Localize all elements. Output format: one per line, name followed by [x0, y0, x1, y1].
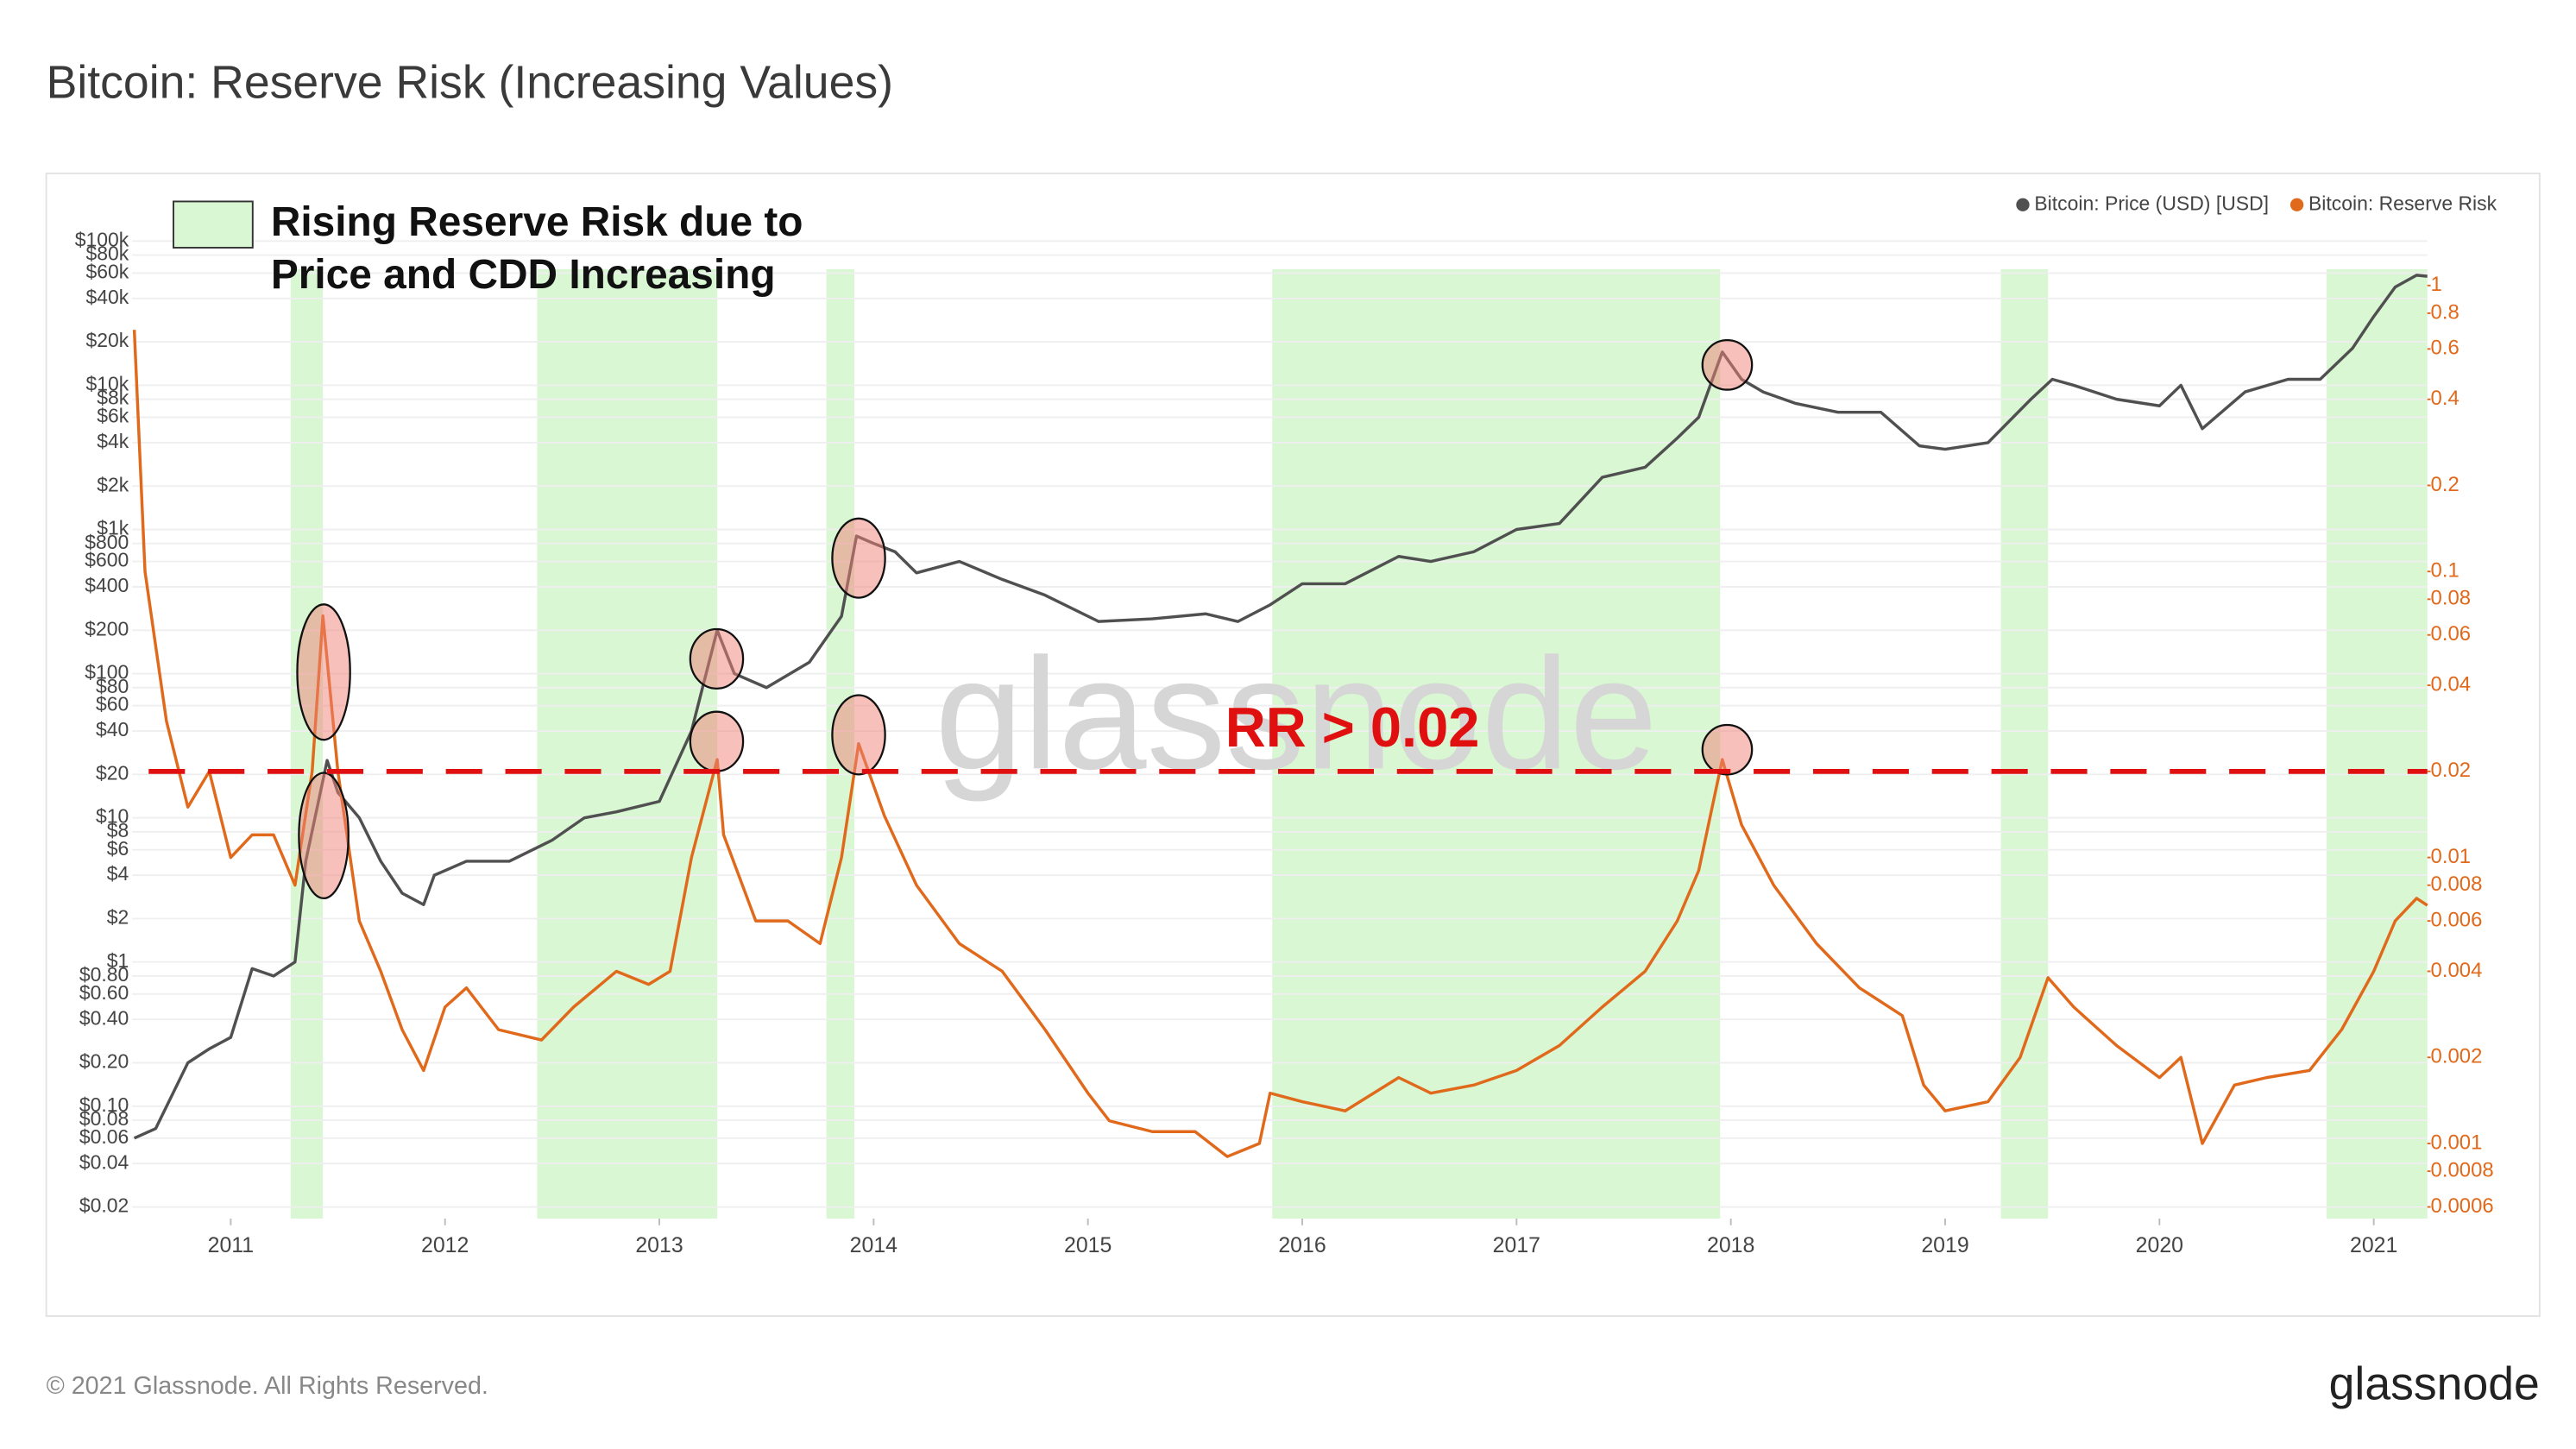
y-tick-label: $10	[96, 805, 129, 828]
y-tick-label: $600	[85, 549, 129, 571]
y-tick-label: $0.60	[79, 981, 129, 1004]
y-tick-label: $60k	[86, 260, 129, 282]
y2-tick-label: 0.8	[2431, 300, 2459, 324]
y-tick-label: $0.04	[79, 1150, 129, 1173]
y-tick-label: $4	[107, 862, 129, 885]
x-tick-label: 2016	[1278, 1233, 1326, 1257]
highlight	[1701, 723, 1754, 776]
footer: © 2021 Glassnode. All Rights Reserved.	[47, 1372, 488, 1400]
shaded-region	[290, 268, 324, 1219]
y2-tick-label: 0.08	[2431, 587, 2472, 610]
annotation-swatch	[173, 200, 254, 249]
legend-label: Bitcoin: Price (USD) [USD]	[2034, 192, 2269, 214]
y-tick-label: $6	[107, 837, 129, 860]
x-tick-label: 2014	[850, 1233, 898, 1257]
highlight	[298, 772, 350, 900]
y2-tick-label: 0.0006	[2431, 1194, 2494, 1218]
highlight	[1701, 339, 1754, 391]
y-tick-label: $20k	[86, 329, 129, 351]
highlights	[296, 339, 1754, 900]
y2-tick-label: 0.02	[2431, 759, 2472, 782]
highlight	[689, 627, 745, 690]
series-line	[133, 274, 2428, 1140]
y2-tick-label: 0.6	[2431, 337, 2459, 360]
y2-tick-label: 0.4	[2431, 387, 2459, 410]
y2-tick-label: 0.002	[2431, 1045, 2483, 1068]
axes: $0.02 $0.04$0.06$0.08$0.10 $0.20 $0.40$0.60…	[75, 228, 2494, 1257]
y2-tick-label: 0.01	[2431, 845, 2472, 868]
threshold: RR > 0.02	[148, 696, 2428, 774]
y-tick-label: $8k	[97, 387, 129, 409]
grid	[132, 240, 2428, 1208]
y2-tick-label: 0.0008	[2431, 1158, 2494, 1181]
chart-frame	[45, 172, 2541, 1317]
y-tick-label: $0.08	[79, 1107, 129, 1130]
y-tick-label: $0.10	[79, 1093, 129, 1116]
y-tick-label: $40k	[86, 286, 129, 308]
y-tick-label: $20	[96, 761, 129, 784]
y-tick-label: $100k	[75, 228, 129, 250]
series-line	[132, 330, 2428, 1158]
x-tick-label: 2012	[421, 1233, 469, 1257]
y-tick-label: $2	[107, 905, 129, 928]
y2-tick-label: 0.004	[2431, 959, 2483, 982]
y-tick-label: $1	[107, 949, 129, 972]
y-tick-label: $1k	[97, 517, 129, 539]
x-tick-label: 2011	[208, 1233, 254, 1257]
y-tick-label: $4k	[97, 430, 129, 452]
chart-title: Bitcoin: Reserve Risk (Increasing Values…	[47, 58, 893, 109]
annotation: Price and CDD Increasing	[271, 252, 776, 298]
shaded-region	[2000, 268, 2049, 1219]
x-tick-label: 2019	[1921, 1233, 1968, 1257]
y-tick-label: $10k	[86, 372, 129, 394]
y-tick-label: $0.40	[79, 1006, 129, 1029]
y-tick-label: $80	[96, 675, 129, 697]
x-tick-label: 2018	[1707, 1233, 1754, 1257]
y-tick-label: $200	[85, 617, 129, 639]
y-tick-label: $0.06	[79, 1125, 129, 1148]
highlight	[689, 710, 745, 772]
y2-tick-label: 0.006	[2431, 908, 2483, 931]
y-tick-label: $0.02	[79, 1194, 129, 1217]
threshold-label: RR > 0.02	[1225, 696, 1480, 759]
legend-swatch	[2289, 198, 2304, 211]
y-tick-label: $0.20	[79, 1050, 129, 1073]
y2-tick-label: 0.008	[2431, 873, 2483, 896]
legend-swatch	[2016, 198, 2030, 211]
y-tick-label: $6k	[97, 405, 129, 427]
y2-tick-label: 0.06	[2431, 622, 2472, 646]
y-tick-label: $100	[85, 661, 129, 684]
y2-tick-label: 1	[2431, 273, 2442, 296]
x-tick-label: 2017	[1493, 1233, 1540, 1257]
shaded-regions	[290, 268, 2428, 1219]
y-tick-label: $60	[96, 693, 129, 715]
highlight	[296, 603, 351, 741]
y-tick-label: $0.80	[79, 963, 129, 986]
highlight	[831, 517, 886, 599]
x-tick-label: 2020	[2136, 1233, 2183, 1257]
shaded-region	[1272, 268, 1721, 1219]
y2-tick-label: 0.001	[2431, 1131, 2483, 1154]
y-tick-label: $2k	[97, 473, 129, 495]
legend-label: Bitcoin: Reserve Risk	[2308, 192, 2497, 214]
x-tick-label: 2013	[635, 1233, 683, 1257]
y2-tick-label: 0.04	[2431, 672, 2472, 696]
legend: Bitcoin: Reserve Risk Bitcoin: Price (USD…	[2016, 192, 2497, 214]
series	[132, 274, 2428, 1158]
annotation: Rising Reserve Risk due to	[271, 199, 803, 245]
logo: glassnode	[2329, 1358, 2540, 1409]
y-tick-label: $80k	[86, 243, 129, 265]
y-tick-label: $400	[85, 574, 129, 596]
y-tick-label: $8	[107, 819, 129, 841]
y2-tick-label: 0.2	[2431, 473, 2459, 496]
y2-tick-label: 0.1	[2431, 559, 2459, 583]
y-tick-label: $800	[85, 531, 129, 553]
x-tick-label: 2015	[1064, 1233, 1112, 1257]
highlight	[831, 694, 886, 776]
y-tick-label: $40	[96, 718, 129, 740]
x-tick-label: 2021	[2350, 1233, 2397, 1257]
shaded-region	[2327, 268, 2428, 1219]
